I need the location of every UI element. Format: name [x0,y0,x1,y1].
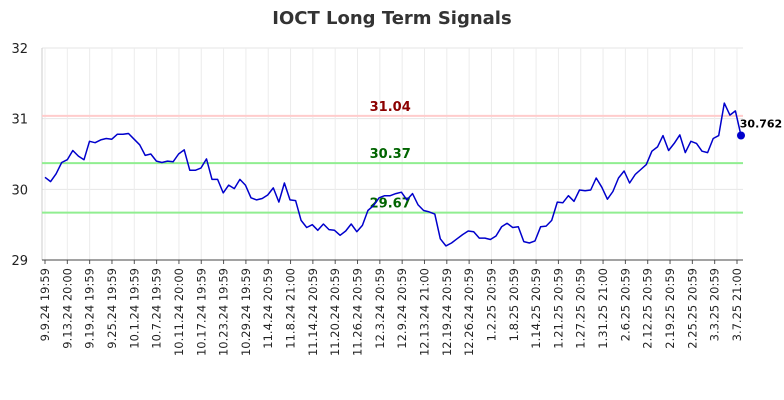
x-tick-label: 9.25.24 19:59 [105,268,119,349]
series-line [44,102,742,247]
x-tick-label: 1.27.25 20:59 [574,268,588,349]
x-tick-label: 11.20.24 20:59 [328,268,342,356]
x-tick-label: 11.4.24 20:59 [261,268,275,349]
x-tick-label: 9.13.24 20:00 [60,268,74,349]
x-tick-label: 11.26.24 20:59 [351,268,365,356]
last-point-label: 30.762 [740,117,782,130]
reference-label: 31.04 [370,100,411,115]
x-tick-label: 3.3.25 20:59 [708,268,722,341]
chart-title: IOCT Long Term Signals [272,8,512,29]
x-tick-label: 10.23.24 19:59 [217,268,231,356]
x-tick-label: 2.6.25 20:59 [618,268,632,341]
x-tick-label: 11.8.24 21:00 [284,268,298,349]
x-tick-label: 12.26.24 20:59 [462,268,476,356]
x-tick-label: 1.8.25 20:59 [507,268,521,341]
x-tick-label: 12.19.24 20:59 [440,268,454,356]
x-tick-label: 10.11.24 20:00 [172,268,186,356]
x-tick-label: 10.7.24 19:59 [150,268,164,349]
x-tick-label: 11.14.24 20:59 [306,268,320,356]
x-tick-label: 12.9.24 20:59 [395,268,409,349]
x-tick-label: 9.19.24 19:59 [83,268,97,349]
x-tick-label: 3.7.25 21:00 [730,268,744,341]
reference-label: 29.67 [370,197,411,212]
x-tick-label: 2.12.25 20:59 [641,268,655,349]
x-tick-label: 12.3.24 20:59 [373,268,387,349]
x-tick-label: 10.1.24 19:59 [127,268,141,349]
y-tick-label: 32 [11,42,28,57]
y-tick-label: 31 [11,113,28,128]
reference-label: 30.37 [370,147,411,162]
x-tick-label: 10.29.24 19:59 [239,268,253,356]
x-tick-label: 1.21.25 20:59 [551,268,565,349]
x-tick-label: 1.31.25 21:00 [596,268,610,349]
x-tick-label: 2.25.25 20:59 [685,268,699,349]
x-tick-label: 12.13.24 21:00 [417,268,431,356]
y-tick-label: 29 [11,254,28,269]
last-point-marker [737,131,745,140]
x-tick-label: 1.2.25 20:59 [484,268,498,341]
y-tick-label: 30 [11,183,28,198]
x-tick-label: 9.9.24 19:59 [38,268,52,341]
x-tick-label: 10.17.24 19:59 [194,268,208,356]
x-tick-label: 1.14.25 20:59 [529,268,543,349]
x-tick-label: 2.19.25 20:59 [663,268,677,349]
